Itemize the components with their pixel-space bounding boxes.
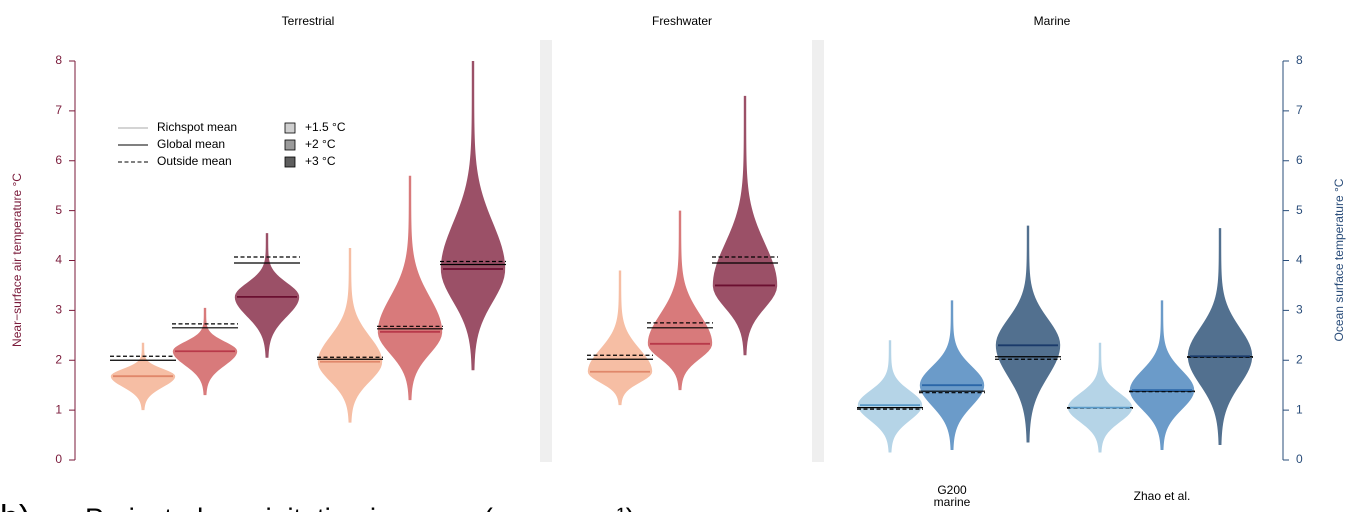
y2-tick-label: 5 [1296, 203, 1303, 217]
violin [1187, 228, 1253, 446]
panel-title: Terrestrial [282, 14, 335, 28]
y-axis-label: Near−surface air temperature °C [10, 173, 24, 347]
next-panel-title: Projected precipitation increase (mm yea… [85, 502, 635, 512]
legend-label: Global mean [157, 137, 225, 151]
violin [712, 95, 778, 356]
violin [377, 175, 443, 401]
y2-tick-label: 4 [1296, 253, 1303, 267]
y-tick-label: 3 [55, 303, 62, 317]
panel-separator [540, 40, 552, 462]
y-tick-label: 5 [55, 203, 62, 217]
y2-tick-label: 2 [1296, 352, 1303, 366]
y2-tick-label: 3 [1296, 303, 1303, 317]
legend-swatch [284, 139, 296, 151]
y-tick-label: 6 [55, 153, 62, 167]
y-tick-label: 7 [55, 103, 62, 117]
group-label: Zhao et al. [1134, 489, 1191, 503]
y2-tick-label: 1 [1296, 402, 1303, 416]
panel-letter: b) [0, 499, 30, 512]
violin [1129, 300, 1195, 451]
violin [587, 270, 653, 406]
y-tick-label: 4 [55, 253, 62, 267]
violin [317, 248, 383, 423]
legend-label: Richspot mean [157, 120, 237, 134]
violin [1067, 342, 1133, 453]
violin [234, 233, 300, 358]
legend-label: +1.5 °C [305, 120, 346, 134]
violin [857, 340, 923, 453]
y2-tick-label: 6 [1296, 153, 1303, 167]
group-label: marine [934, 495, 971, 509]
panel-title: Freshwater [652, 14, 712, 28]
legend-label: +3 °C [305, 154, 336, 168]
panel-separator [812, 40, 824, 462]
y2-tick-label: 0 [1296, 452, 1303, 466]
legend-label: Outside mean [157, 154, 232, 168]
violin [919, 300, 985, 451]
y2-axis-label: Ocean surface temperature °C [1332, 178, 1346, 341]
legend-swatch [284, 122, 296, 134]
legend-label: +2 °C [305, 137, 336, 151]
y-tick-label: 2 [55, 352, 62, 366]
group-label: G200 [937, 483, 967, 497]
violin [647, 210, 713, 391]
y2-tick-label: 7 [1296, 103, 1303, 117]
y2-tick-label: 8 [1296, 53, 1303, 67]
panel-title: Marine [1034, 14, 1071, 28]
y-tick-label: 8 [55, 53, 62, 67]
y-tick-label: 1 [55, 402, 62, 416]
y-tick-label: 0 [55, 452, 62, 466]
violin [995, 225, 1061, 443]
legend-swatch [284, 156, 296, 168]
violin [440, 61, 506, 371]
